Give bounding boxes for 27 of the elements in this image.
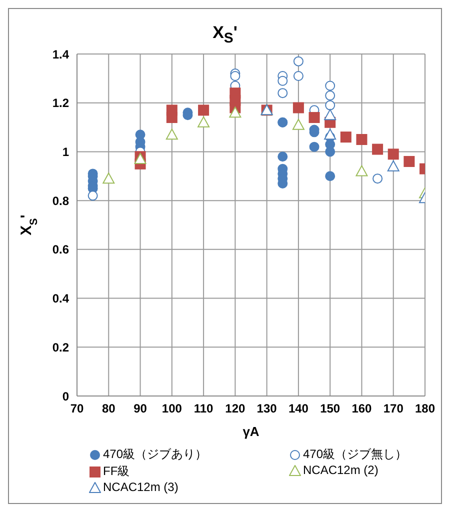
y-tick-label: 0 — [62, 390, 70, 404]
y-tick-label: 0.4 — [52, 292, 70, 306]
legend-label: FF級 — [102, 463, 131, 480]
legend-label: 470級（ジブ無し） — [302, 446, 408, 464]
y-tick-label: 1.4 — [52, 48, 70, 62]
x-tick-label: 140 — [288, 402, 309, 416]
x-axis-title: γA — [242, 424, 260, 440]
y-tick-label: 0.2 — [52, 340, 70, 355]
y-tick-label: 1.2 — [52, 96, 70, 111]
legend-label: NCAC12m (3) — [102, 480, 180, 496]
legend-label: NCAC12m (2) — [302, 463, 380, 480]
x-tick-label: 150 — [320, 402, 340, 416]
x-tick-label: 120 — [225, 402, 246, 416]
chart-title: X$_{S}$' — [212, 23, 238, 46]
x-tick-label: 110 — [194, 402, 214, 416]
x-tick-label: 70 — [70, 402, 84, 416]
x-tick-label: 170 — [383, 402, 404, 416]
x-tick-label: 100 — [162, 402, 182, 416]
x-tick-label: 180 — [414, 402, 436, 416]
x-tick-label: 80 — [102, 402, 116, 416]
x-tick-label: 90 — [134, 402, 148, 416]
legend-label: 470級（ジブあり） — [102, 446, 208, 464]
y-tick-label: 0.8 — [52, 194, 70, 208]
y-tick-label: 0.6 — [52, 243, 70, 258]
x-tick-label: 130 — [256, 402, 278, 416]
x-tick-label: 160 — [352, 402, 372, 416]
y-tick-label: 1 — [62, 145, 70, 160]
